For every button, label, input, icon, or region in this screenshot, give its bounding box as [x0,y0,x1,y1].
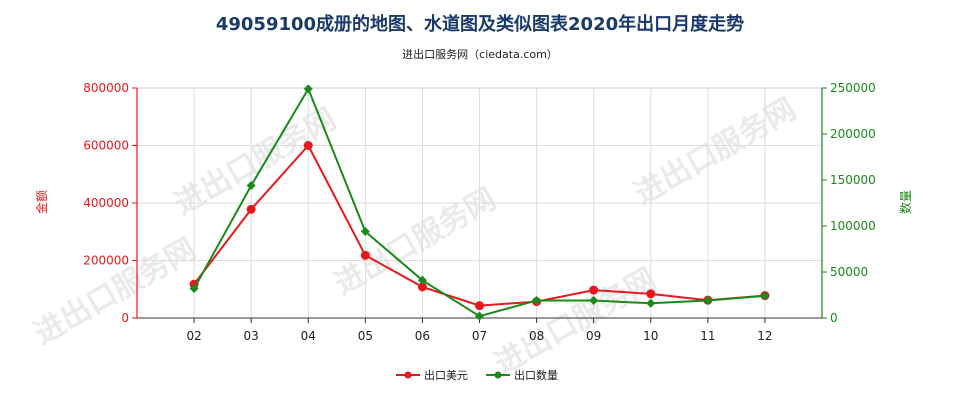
data-point-export-qty [475,311,484,321]
legend-label-export-usd: 出口美元 [424,368,468,382]
legend: 出口美元 出口数量 [396,368,558,382]
data-point-export-qty [703,296,713,306]
data-point-export-qty [360,227,370,237]
legend-item-export-usd[interactable]: 出口美元 [396,368,468,382]
x-tick-label: 10 [643,329,658,343]
data-point-export-usd [475,301,484,311]
y-tick-right-label: 200000 [830,127,876,141]
y-tick-left-label: 0 [121,311,129,325]
data-point-export-usd [246,204,256,214]
x-tick-label: 02 [186,329,201,343]
y-axis-left-label: 金额 [34,190,49,214]
y-tick-left-label: 800000 [83,81,129,95]
watermark-text: 进出口服务网 [29,232,202,352]
data-point-export-qty [646,298,656,308]
data-point-export-qty [246,181,256,191]
data-point-export-qty [532,296,542,306]
legend-marker-export-qty [494,371,502,379]
x-tick-label: 11 [700,329,715,343]
y-tick-left-label: 400000 [83,196,129,210]
legend-marker-export-usd [404,371,412,379]
x-tick-label: 05 [358,329,373,343]
data-point-export-qty [189,284,199,294]
data-point-export-usd [303,141,313,150]
chart-title: 49059100成册的地图、水道图及类似图表2020年出口月度走势 [216,13,744,35]
series-layer [189,84,770,321]
y-axis-right-label: 数量 [898,190,913,214]
legend-item-export-qty[interactable]: 出口数量 [486,368,558,382]
x-tick-label: 07 [472,329,487,343]
y-tick-right-label: 50000 [830,265,868,279]
watermark-text: 进出口服务网 [629,92,802,212]
grid-layer [136,87,823,319]
chart-subtitle: 进出口服务网（ciedata.com） [402,47,558,61]
y-tick-right-label: 100000 [830,219,876,233]
y-tick-right-label: 0 [830,311,838,325]
x-tick-label: 04 [301,329,316,343]
y-tick-right-label: 150000 [830,173,876,187]
data-point-export-usd [360,250,370,260]
x-tick-label: 12 [757,329,772,343]
y-tick-right-label: 250000 [830,81,876,95]
y-tick-left-label: 200000 [83,254,129,268]
data-point-export-qty [417,275,427,285]
data-point-export-usd [417,282,427,292]
data-point-export-usd [589,285,599,295]
legend-label-export-qty: 出口数量 [514,368,558,382]
x-tick-label: 09 [586,329,601,343]
data-point-export-usd [646,289,656,299]
x-tick-label: 08 [529,329,544,343]
x-tick-label: 06 [415,329,430,343]
data-point-export-qty [303,84,313,94]
watermark-text: 进出口服务网 [489,262,662,382]
x-tick-label: 03 [244,329,259,343]
data-point-export-qty [589,296,599,306]
y-tick-left-label: 600000 [83,139,129,153]
data-point-export-qty [760,291,770,301]
axes-layer: 0 200000 400000 600000 800000 0 50000 100000 150… [83,81,876,343]
